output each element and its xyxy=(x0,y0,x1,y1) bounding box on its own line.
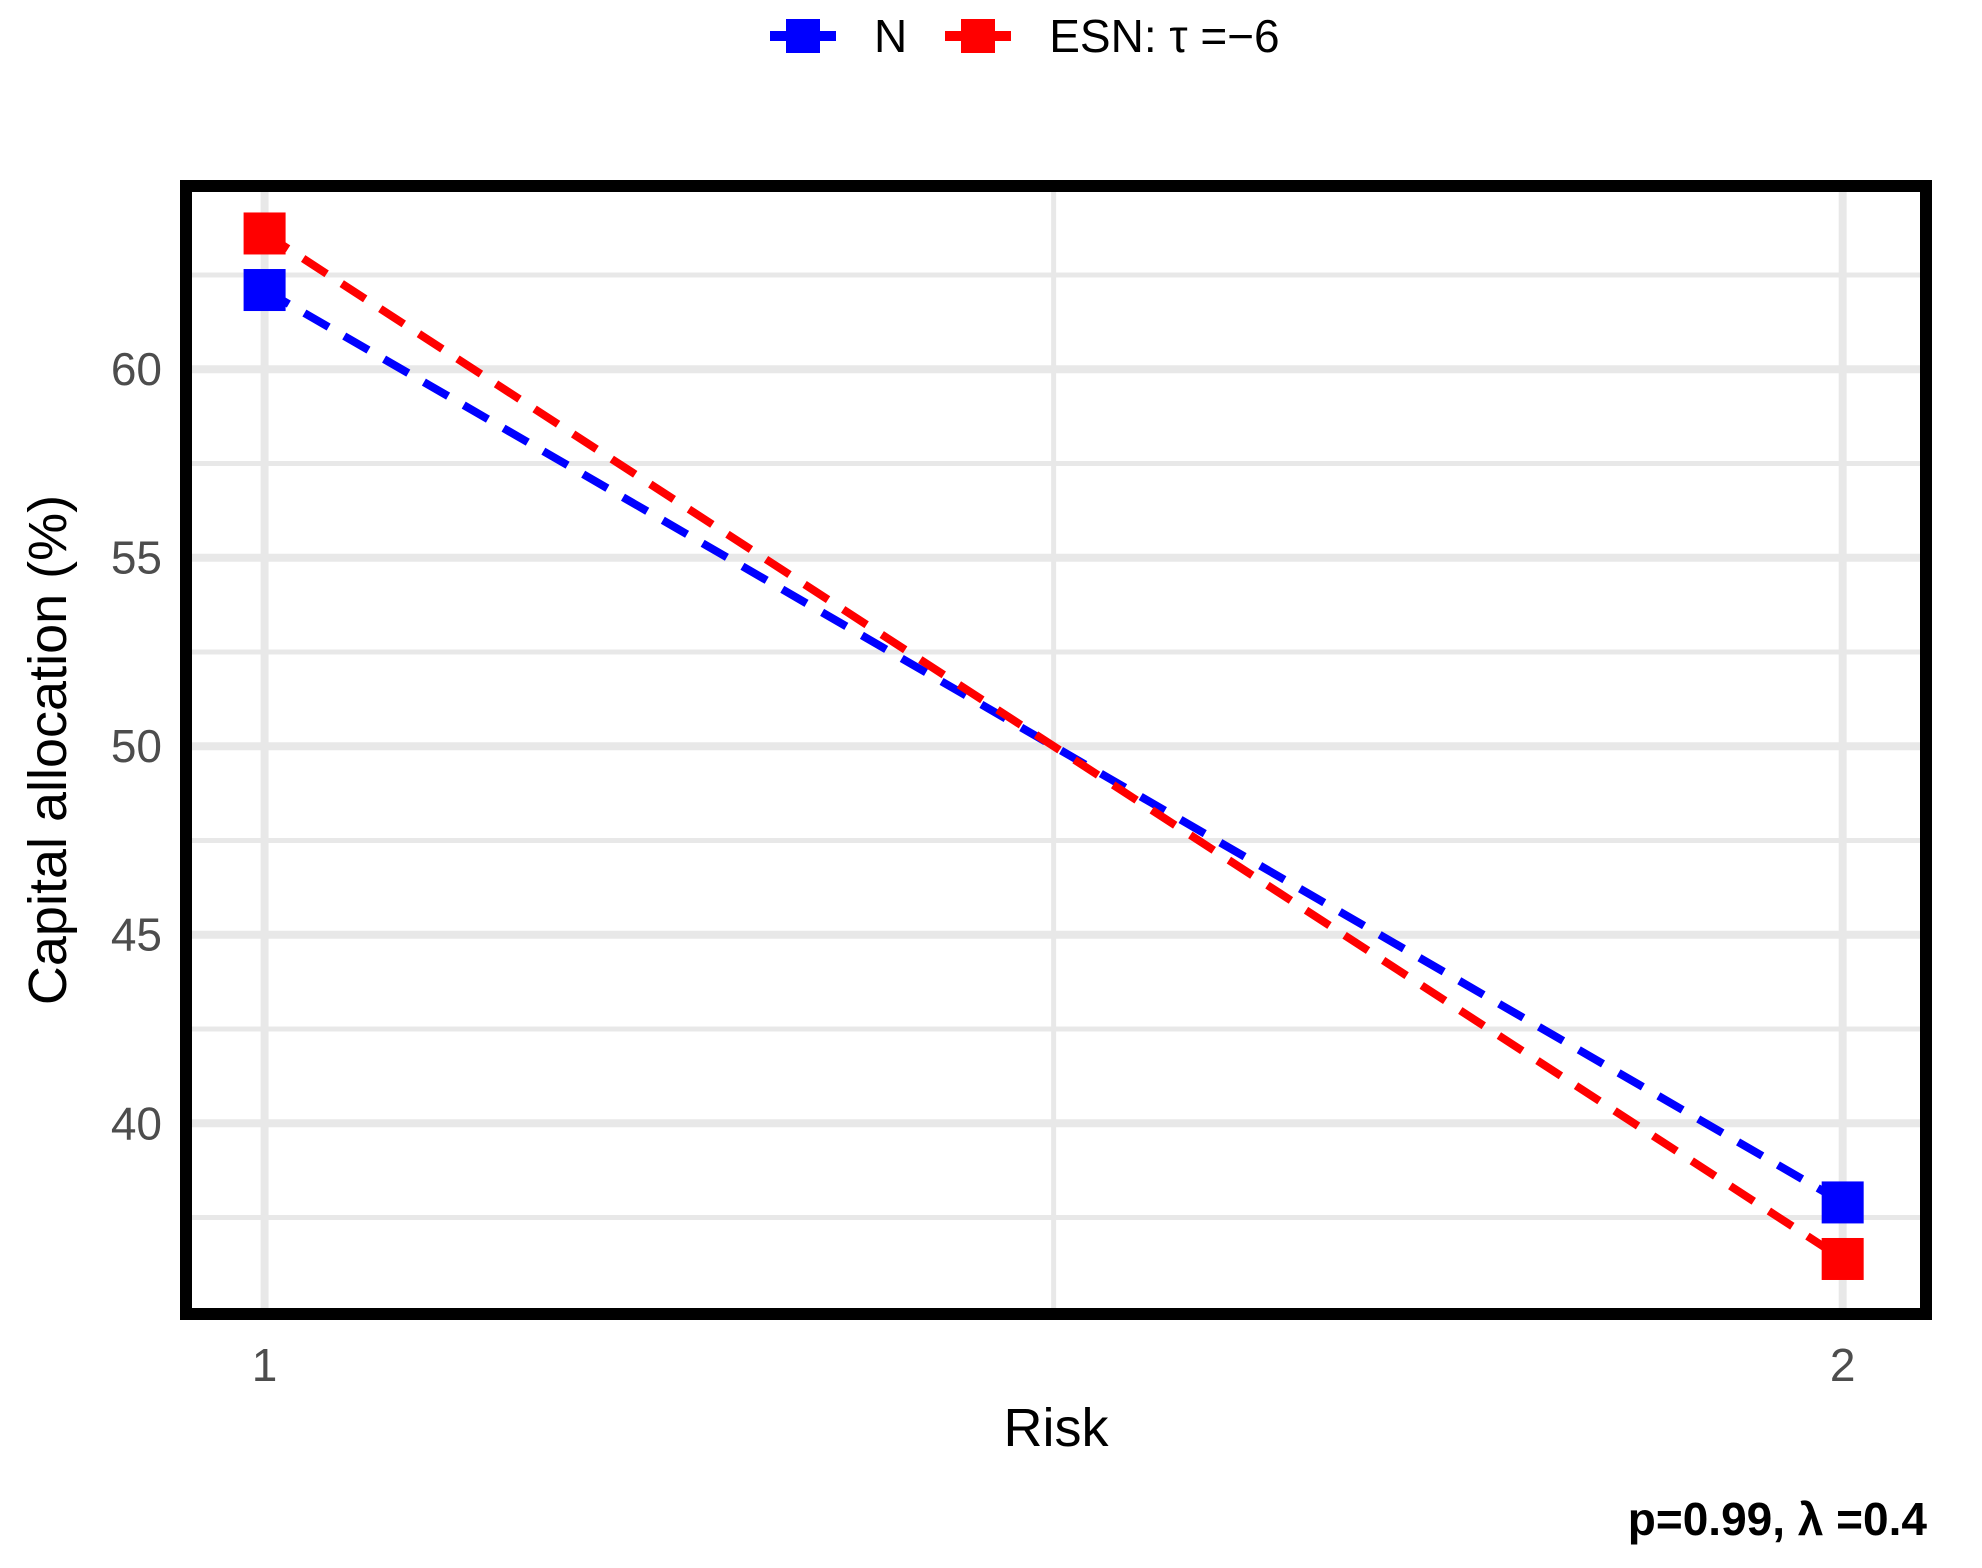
series-line-ESN: τ =−6 xyxy=(262,230,1845,1263)
legend-item-n: N xyxy=(770,10,908,62)
panel-border xyxy=(180,180,1932,1320)
data-point-N-x2 xyxy=(1821,1181,1864,1224)
y-tick-label-55: 55 xyxy=(111,532,162,584)
legend-item-esn: ESN: τ =−6 xyxy=(945,10,1280,62)
legend-label: ESN: τ =−6 xyxy=(1049,10,1280,62)
y-tick-label-40: 40 xyxy=(111,1097,162,1149)
legend-key-square-line-icon xyxy=(770,19,836,53)
y-axis-title: Capital allocation (%) xyxy=(18,494,78,1006)
data-point-ESN: τ =−6-x1 xyxy=(243,212,286,255)
legend: N ESN: τ =−6 xyxy=(770,10,1280,62)
data-point-N-x1 xyxy=(243,269,286,312)
legend-key-square-line-icon xyxy=(945,19,1012,53)
legend-label: N xyxy=(874,10,908,62)
y-tick-label-60: 60 xyxy=(111,343,162,395)
caption-parameters: p=0.99, λ =0.4 xyxy=(1627,1493,1927,1545)
x-axis-title: Risk xyxy=(1003,1398,1109,1458)
series-line-N xyxy=(262,286,1845,1206)
y-tick-label-50: 50 xyxy=(111,720,162,772)
data-point-ESN: τ =−6-x2 xyxy=(1821,1237,1864,1280)
x-tick-label-2: 2 xyxy=(1830,1339,1856,1391)
x-tick-label-1: 1 xyxy=(252,1339,278,1391)
y-tick-label-45: 45 xyxy=(111,909,162,961)
